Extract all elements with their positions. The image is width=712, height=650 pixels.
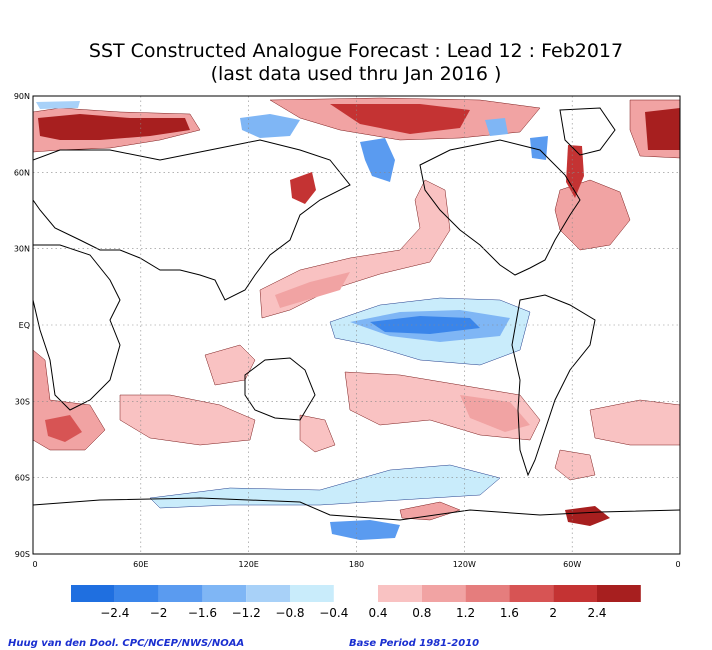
warm-anomaly-amundsen (399, 501, 461, 521)
colorbar-label-negative: −0.8 (275, 606, 304, 620)
colorbar-label-positive: 1.2 (456, 606, 475, 620)
coast-australia (244, 357, 316, 421)
warm-anomaly-weddell (565, 506, 610, 526)
lon-label: 120W (453, 560, 476, 569)
coast-south-america (511, 294, 596, 477)
cold-anomaly-southern-ocean (149, 464, 501, 509)
coast-antarctica (33, 497, 680, 521)
warm-anomaly-kamchatka (290, 172, 316, 204)
colorbar-label-positive: 0.4 (368, 606, 387, 620)
credit-author: Huug van den Dool. CPC/NCEP/NWS/NOAA (8, 638, 245, 649)
colorbar-label-positive: 0.8 (412, 606, 431, 620)
lat-label: 90N (14, 92, 30, 101)
cold-anomaly-arctic-1 (240, 114, 300, 138)
warm-anomaly-tasman (299, 414, 336, 453)
warm-anomaly-north-atlantic (554, 179, 631, 251)
cold-anomaly-arctic-2 (360, 138, 395, 182)
lat-label: 30N (14, 245, 30, 254)
coastlines (33, 107, 680, 521)
colorbar-swatch-negative (71, 585, 115, 602)
colorbar-label-negative: −2.4 (100, 606, 129, 620)
colorbar-label-positive: 2.4 (587, 606, 606, 620)
lon-label: 60E (133, 560, 148, 569)
colorbar-swatch-negative (114, 585, 159, 602)
warm-anomaly-south-atlantic-east (589, 399, 680, 446)
map-subtitle: (last data used thru Jan 2016 ) (210, 63, 502, 85)
warm-anomaly-south-africa-core (45, 415, 82, 442)
credit-base-period: Base Period 1981-2010 (349, 638, 480, 649)
coast-north-america (419, 139, 581, 276)
lon-label: 60W (563, 560, 581, 569)
colorbar: −2.4 −2 −1.6 −1.2 −0.8 −0.4 0.4 0.8 1.2 1.6 2 2.4 (71, 585, 641, 620)
lat-label: 60S (15, 474, 30, 483)
map-title: SST Constructed Analogue Forecast : Lead… (88, 40, 624, 62)
colorbar-swatch-positive (465, 585, 510, 602)
warm-anomaly-arctic-core (38, 114, 190, 140)
colorbar-swatch-negative (246, 585, 290, 602)
cold-anomaly-arctic-4 (485, 118, 508, 136)
colorbar-label-negative: −1.2 (232, 606, 261, 620)
lat-label: 60N (14, 168, 30, 177)
colorbar-label-positive: 1.6 (500, 606, 519, 620)
warm-anomaly-indian-ocean (119, 394, 256, 446)
lon-axis: 0 60E 120E 180 120W 60W 0 (32, 560, 680, 569)
colorbar-swatch-positive (553, 585, 597, 602)
lon-label: 0 (32, 560, 37, 569)
lon-label: 0 (675, 560, 680, 569)
lat-label: 90S (15, 550, 30, 559)
colorbar-swatch-positive (509, 585, 554, 602)
warm-anomaly-south-pacific-core (460, 395, 530, 432)
lat-label: EQ (19, 321, 30, 330)
colorbar-swatch-positive (597, 585, 641, 602)
lon-label: 180 (349, 560, 364, 569)
warm-anomaly-indian-ocean-east (204, 344, 256, 386)
lat-label: 30S (15, 397, 30, 406)
colorbar-label-negative: −1.6 (188, 606, 217, 620)
colorbar-swatch-negative (290, 585, 334, 602)
colorbar-label-positive: 2 (549, 606, 557, 620)
cold-anomaly-arctic-3 (36, 101, 80, 109)
warm-anomaly-arctic-east-core (330, 104, 470, 134)
warm-anomaly-arctic-far-east-core (645, 108, 680, 150)
lat-axis: 90N 60N 30N EQ 30S 60S 90S (14, 92, 30, 559)
colorbar-label-negative: −0.4 (319, 606, 348, 620)
cold-anomaly-antarctic (330, 520, 400, 540)
map-frame (32, 95, 681, 555)
warm-anomaly-ne-pacific-core (275, 272, 350, 308)
colorbar-swatch-negative (158, 585, 203, 602)
lon-label: 120E (239, 560, 259, 569)
coast-africa (33, 244, 121, 411)
colorbar-label-negative: −2 (150, 606, 168, 620)
coast-eurasia (33, 139, 351, 301)
coast-greenland (559, 107, 616, 156)
colorbar-swatch-positive (378, 585, 422, 602)
colorbar-swatch-negative (202, 585, 247, 602)
colorbar-swatch-positive (421, 585, 466, 602)
